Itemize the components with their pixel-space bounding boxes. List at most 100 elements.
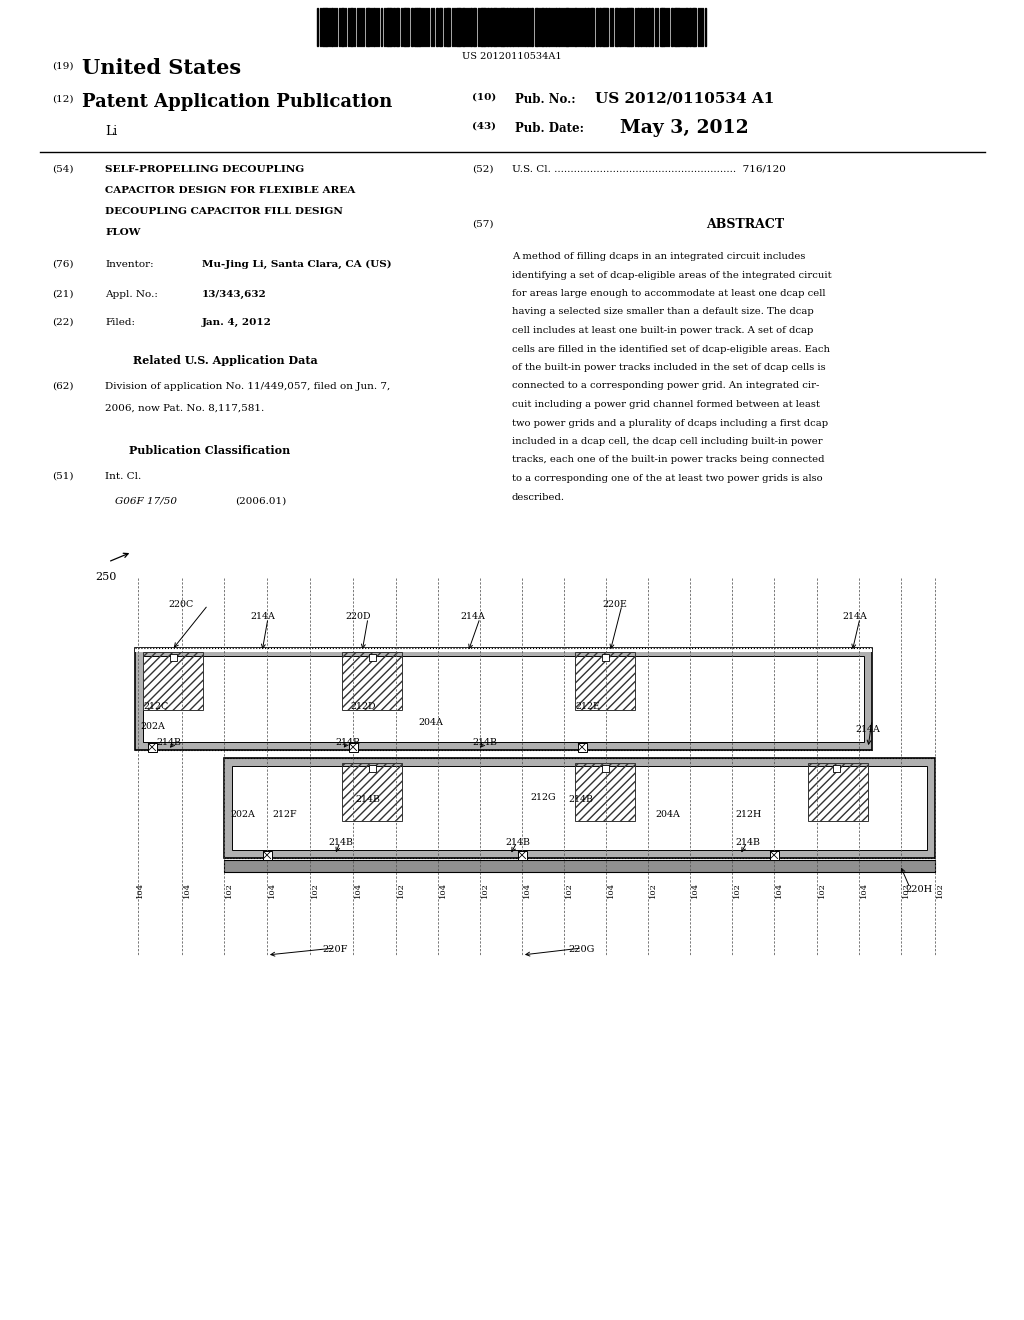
Bar bbox=[697, 8, 698, 46]
Text: 214B: 214B bbox=[355, 795, 380, 804]
Bar bbox=[524, 8, 525, 46]
Text: Inventor:: Inventor: bbox=[105, 260, 154, 269]
Bar bbox=[422, 8, 423, 46]
Text: 250: 250 bbox=[95, 572, 117, 582]
Bar bbox=[555, 8, 557, 46]
Bar bbox=[529, 8, 530, 46]
Bar bbox=[424, 8, 425, 46]
Bar bbox=[567, 8, 569, 46]
Text: (19): (19) bbox=[52, 62, 74, 71]
Bar bbox=[431, 8, 432, 46]
Bar bbox=[463, 8, 465, 46]
Bar bbox=[390, 8, 391, 46]
Bar bbox=[599, 8, 601, 46]
Bar bbox=[490, 8, 493, 46]
Bar bbox=[147, 742, 157, 751]
Text: 104: 104 bbox=[439, 882, 447, 898]
Bar bbox=[593, 8, 594, 46]
Text: 102: 102 bbox=[733, 882, 741, 898]
Text: 102: 102 bbox=[397, 882, 406, 898]
Bar bbox=[587, 8, 589, 46]
Bar bbox=[319, 8, 321, 46]
Text: 212F: 212F bbox=[272, 810, 297, 818]
Bar bbox=[331, 8, 333, 46]
Bar bbox=[262, 850, 271, 859]
Bar bbox=[369, 764, 376, 771]
Bar bbox=[353, 8, 355, 46]
Bar bbox=[509, 8, 511, 46]
Bar bbox=[596, 8, 598, 46]
Bar bbox=[381, 8, 383, 46]
Text: (51): (51) bbox=[52, 473, 74, 480]
Text: (54): (54) bbox=[52, 165, 74, 174]
Bar bbox=[369, 653, 376, 660]
Text: 102: 102 bbox=[936, 882, 944, 898]
Bar bbox=[702, 8, 703, 46]
Bar bbox=[446, 8, 447, 46]
Bar bbox=[688, 8, 691, 46]
Text: Appl. No.:: Appl. No.: bbox=[105, 290, 158, 300]
Bar bbox=[648, 8, 650, 46]
Text: May 3, 2012: May 3, 2012 bbox=[620, 119, 749, 137]
Text: (52): (52) bbox=[472, 165, 494, 174]
Text: 214B: 214B bbox=[335, 738, 360, 747]
Bar bbox=[376, 8, 377, 46]
Bar bbox=[645, 8, 647, 46]
Text: 214B: 214B bbox=[568, 795, 593, 804]
Bar bbox=[400, 8, 402, 46]
Text: 102: 102 bbox=[902, 882, 910, 898]
Text: United States: United States bbox=[82, 58, 241, 78]
Bar bbox=[578, 742, 587, 751]
Bar bbox=[674, 8, 676, 46]
Bar bbox=[618, 8, 621, 46]
Bar bbox=[808, 763, 868, 821]
Text: cell includes at least one built-in power track. A set of dcap: cell includes at least one built-in powe… bbox=[512, 326, 813, 335]
Bar bbox=[348, 742, 357, 751]
Text: 220H: 220H bbox=[905, 884, 932, 894]
Text: US 20120110534A1: US 20120110534A1 bbox=[462, 51, 562, 61]
Bar bbox=[635, 8, 636, 46]
Text: Pub. No.:: Pub. No.: bbox=[515, 92, 575, 106]
Bar bbox=[327, 8, 328, 46]
Text: (21): (21) bbox=[52, 290, 74, 300]
Bar bbox=[669, 8, 670, 46]
Bar bbox=[553, 8, 554, 46]
Bar bbox=[484, 8, 485, 46]
Text: 102: 102 bbox=[225, 882, 233, 898]
Bar bbox=[348, 8, 349, 46]
Bar bbox=[512, 8, 514, 46]
Bar bbox=[685, 8, 688, 46]
Bar bbox=[170, 653, 176, 660]
Text: 220F: 220F bbox=[323, 945, 348, 954]
Bar bbox=[418, 8, 419, 46]
Bar bbox=[580, 8, 581, 46]
Bar bbox=[498, 8, 499, 46]
Bar bbox=[575, 763, 635, 821]
Text: 202A: 202A bbox=[230, 810, 255, 818]
Bar bbox=[575, 652, 635, 710]
Bar bbox=[361, 8, 362, 46]
Bar bbox=[683, 8, 684, 46]
Bar bbox=[396, 8, 399, 46]
Bar bbox=[515, 8, 516, 46]
Bar bbox=[558, 8, 560, 46]
Bar bbox=[402, 8, 404, 46]
Bar bbox=[482, 8, 483, 46]
Text: (43): (43) bbox=[472, 121, 496, 131]
Bar bbox=[444, 8, 445, 46]
Bar bbox=[480, 8, 481, 46]
Bar bbox=[604, 8, 608, 46]
Bar bbox=[601, 653, 608, 660]
Bar bbox=[530, 8, 532, 46]
Text: (62): (62) bbox=[52, 381, 74, 391]
Bar bbox=[572, 8, 573, 46]
Bar bbox=[563, 8, 564, 46]
Bar bbox=[565, 8, 566, 46]
Bar bbox=[143, 652, 203, 710]
Bar bbox=[135, 648, 872, 652]
Bar bbox=[694, 8, 695, 46]
Text: for areas large enough to accommodate at least one dcap cell: for areas large enough to accommodate at… bbox=[512, 289, 825, 298]
Text: 220G: 220G bbox=[568, 945, 595, 954]
Bar bbox=[487, 8, 489, 46]
Text: identifying a set of dcap-eligible areas of the integrated circuit: identifying a set of dcap-eligible areas… bbox=[512, 271, 831, 280]
